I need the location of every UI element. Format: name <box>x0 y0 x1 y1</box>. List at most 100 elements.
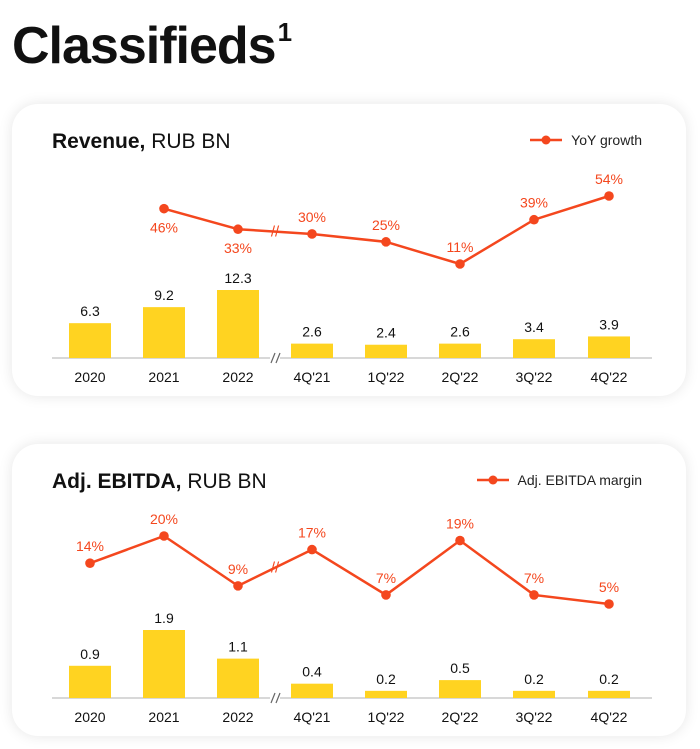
revenue-title-unit: RUB BN <box>145 130 231 153</box>
bar <box>439 680 481 698</box>
series-point-label: 39% <box>520 195 548 211</box>
series-point <box>159 203 169 214</box>
series-line-break-connector <box>237 227 313 236</box>
x-tick-label: 2020 <box>74 369 105 385</box>
x-tick-label: 1Q'22 <box>368 369 405 385</box>
series-point <box>307 229 317 239</box>
series-point <box>233 224 243 235</box>
ebitda-chart-card: Adj. EBITDA, RUB BN Adj. EBITDA margin 0… <box>12 444 686 736</box>
series-point-label: 11% <box>447 239 474 255</box>
bar-value-label: 3.9 <box>599 316 619 332</box>
bar-value-label: 0.2 <box>524 671 544 687</box>
series-point <box>604 599 614 609</box>
series-point <box>604 191 614 201</box>
axis-break-mark <box>275 692 281 704</box>
series-point <box>529 590 539 600</box>
bar-value-label: 0.5 <box>450 660 470 676</box>
series-point <box>529 214 539 225</box>
bar <box>513 690 555 698</box>
series-point-label: 20% <box>150 511 178 527</box>
x-tick-label: 3Q'22 <box>516 709 553 725</box>
series-point-label: 5% <box>599 579 619 595</box>
ebitda-title-bold: Adj. EBITDA, <box>52 470 182 493</box>
series-point <box>381 237 391 247</box>
ebitda-legend-label: Adj. EBITDA margin <box>517 472 643 488</box>
bar <box>69 665 111 698</box>
bar <box>143 307 185 358</box>
axis-break-mark <box>270 352 276 364</box>
bar-value-label: 1.1 <box>228 639 248 655</box>
bar <box>143 630 185 698</box>
revenue-title-bold: Revenue, <box>52 130 146 153</box>
bar <box>365 344 407 358</box>
series-point-label: 19% <box>446 516 474 532</box>
x-tick-label: 1Q'22 <box>368 709 405 725</box>
bar <box>588 336 630 358</box>
series-point <box>455 535 465 546</box>
x-tick-label: 2021 <box>148 369 179 385</box>
ebitda-legend: Adj. EBITDA margin <box>476 472 643 488</box>
line-break-mark: // <box>271 224 280 241</box>
series-point-label: 54% <box>595 171 623 187</box>
series-point-label: 33% <box>224 240 252 256</box>
x-tick-label: 2Q'22 <box>442 709 479 725</box>
bar-value-label: 0.2 <box>599 671 619 687</box>
bar <box>439 343 481 358</box>
revenue-chart: 6.3 2020 9.2 2021 12.3 2022 2.6 4Q'21 2.4 1Q'22 2.… <box>52 171 652 385</box>
series-point-label: 17% <box>298 525 326 541</box>
bar-value-label: 12.3 <box>224 270 251 286</box>
bar <box>217 658 259 698</box>
bar-value-label: 2.6 <box>302 324 322 340</box>
x-tick-label: 4Q'22 <box>591 369 628 385</box>
x-tick-label: 4Q'21 <box>294 709 331 725</box>
series-point-label: 25% <box>372 217 400 233</box>
series-point <box>85 558 95 568</box>
bar <box>69 323 111 358</box>
bar <box>513 339 555 358</box>
ebitda-title-unit: RUB BN <box>181 470 267 493</box>
bar <box>217 290 259 358</box>
bar-value-label: 0.9 <box>80 646 100 662</box>
x-tick-label: 2021 <box>148 709 179 725</box>
axis-break-mark <box>275 352 281 364</box>
page-title-footnote: 1 <box>277 17 293 47</box>
series-point <box>233 581 243 591</box>
revenue-legend-label: YoY growth <box>571 132 642 148</box>
x-tick-label: 3Q'22 <box>516 369 553 385</box>
series-point-label: 46% <box>150 220 178 236</box>
bar-value-label: 0.4 <box>302 664 322 680</box>
series-line <box>163 207 239 231</box>
series-point-label: 30% <box>298 209 326 225</box>
x-tick-label: 2020 <box>74 709 105 725</box>
page-title: Classifieds1 <box>12 0 293 78</box>
series-line <box>311 538 610 606</box>
ebitda-chart: 0.9 2020 1.9 2021 1.1 2022 0.4 4Q'21 0.2 1Q'22 0.5… <box>52 511 652 725</box>
series-point-label: 9% <box>228 561 248 577</box>
x-tick-label: 4Q'21 <box>294 369 331 385</box>
bar-value-label: 9.2 <box>154 287 174 303</box>
series-point <box>307 544 317 555</box>
line-break-mark: // <box>271 560 280 577</box>
bar <box>588 690 630 698</box>
bar-value-label: 3.4 <box>524 319 544 335</box>
axis-break-mark <box>270 692 276 704</box>
series-point <box>159 531 169 541</box>
legend-line-marker-icon <box>476 475 509 485</box>
series-point-label: 14% <box>76 538 104 554</box>
page-title-text: Classifieds <box>12 17 277 75</box>
series-point <box>381 590 391 600</box>
legend-line-marker-icon <box>530 135 563 145</box>
series-line <box>89 534 239 587</box>
revenue-chart-card: Revenue, RUB BN YoY growth 6.3 2020 9.2 202… <box>12 104 686 396</box>
bar-value-label: 1.9 <box>154 610 174 626</box>
x-tick-label: 2022 <box>222 369 253 385</box>
series-line-break-connector <box>237 548 313 587</box>
series-point-label: 7% <box>376 570 396 586</box>
revenue-legend: YoY growth <box>529 132 642 148</box>
bar-value-label: 2.6 <box>450 324 470 340</box>
ebitda-chart-title: Adj. EBITDA, RUB BN <box>52 470 267 494</box>
series-point-label: 7% <box>524 570 544 586</box>
bar <box>291 683 333 698</box>
revenue-chart-title: Revenue, RUB BN <box>52 130 231 154</box>
bar <box>291 343 333 358</box>
